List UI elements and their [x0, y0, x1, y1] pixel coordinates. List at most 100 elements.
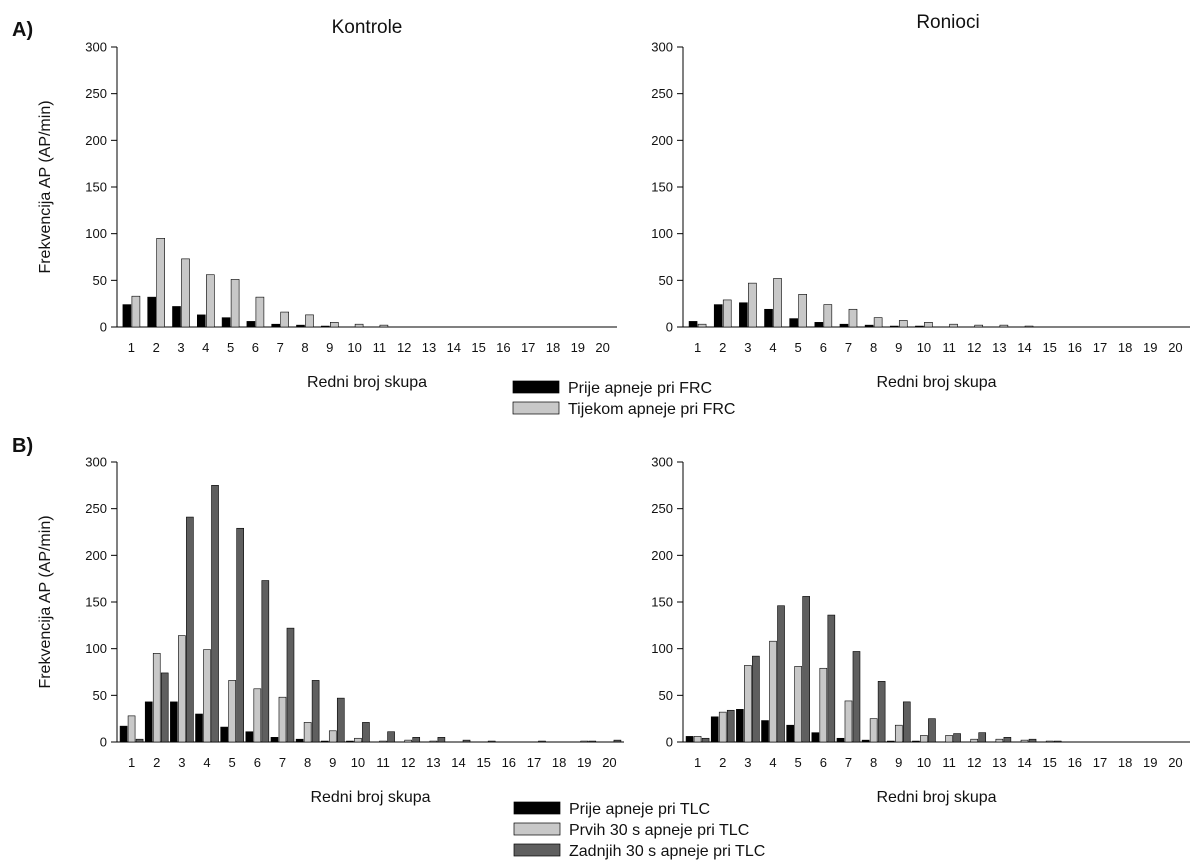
bar [889, 325, 899, 328]
bar [1028, 738, 1037, 743]
bar [789, 318, 798, 328]
x-tick-label: 17 [521, 340, 535, 355]
bar [354, 737, 362, 743]
x-tick-label: 6 [254, 755, 261, 770]
bar [920, 735, 928, 743]
x-tick-label: 16 [1068, 755, 1082, 770]
y-tick-label: 100 [85, 226, 107, 241]
x-tick-label: 16 [502, 755, 516, 770]
bar [429, 740, 438, 743]
bar [462, 739, 471, 743]
bar [181, 258, 190, 328]
x-tick-label: 14 [447, 340, 461, 355]
x-tick-label: 4 [769, 340, 776, 355]
x-tick-label: 19 [1143, 340, 1157, 355]
bar [861, 739, 870, 743]
x-tick-label: 4 [203, 755, 210, 770]
bar [379, 324, 389, 328]
bar [311, 680, 320, 743]
legend-b: Prije apneje pri TLC Prvih 30 s apneje pr… [513, 801, 765, 860]
bar [362, 722, 370, 743]
x-tick-label: 2 [153, 340, 160, 355]
bar [869, 718, 878, 743]
legend-label: Tijekom apneje pri FRC [568, 401, 735, 418]
x-tick-label: 10 [917, 340, 931, 355]
legend-swatch [513, 801, 561, 815]
legend-label: Prije apneje pri FRC [568, 380, 712, 397]
y-tick-label: 250 [651, 86, 673, 101]
x-axis-label: Redni broj skupa [876, 374, 996, 391]
x-tick-label: 19 [571, 340, 585, 355]
bar [119, 725, 128, 743]
bar [823, 304, 833, 328]
bar [928, 718, 936, 743]
y-tick-label: 250 [85, 501, 107, 516]
y-axis-label: Frekvencija AP (AP/min) [37, 100, 54, 273]
y-tick-label: 200 [651, 548, 673, 563]
bar [354, 323, 364, 328]
bar [836, 737, 845, 743]
bar [1020, 739, 1029, 743]
y-tick-label: 200 [85, 548, 107, 563]
x-tick-label: 15 [476, 755, 490, 770]
bar [798, 294, 807, 328]
x-tick-label: 17 [1093, 340, 1107, 355]
x-axis-label: Redni broj skupa [310, 789, 430, 806]
bar [814, 322, 824, 328]
x-tick-label: 11 [942, 755, 956, 770]
y-tick-label: 50 [93, 273, 107, 288]
bar [147, 296, 156, 328]
x-tick-label: 20 [595, 340, 609, 355]
y-tick-label: 0 [100, 735, 107, 750]
x-tick-label: 5 [229, 755, 236, 770]
y-tick-label: 150 [651, 595, 673, 610]
x-tick-label: 16 [1068, 340, 1082, 355]
bar [688, 321, 698, 328]
bar [752, 655, 760, 743]
bar [328, 730, 337, 743]
bar [794, 666, 802, 743]
y-tick-label: 100 [651, 641, 673, 656]
bar [844, 700, 853, 743]
bar [278, 696, 287, 743]
bar [722, 299, 732, 328]
bar [228, 680, 236, 743]
bar [902, 701, 911, 743]
legend-a: Prije apneje pri FRC Tijekom apneje pri F… [512, 380, 735, 418]
x-tick-label: 4 [202, 340, 209, 355]
x-tick-label: 9 [326, 340, 333, 355]
chart-title: Kontrole [332, 17, 403, 38]
bar [245, 731, 254, 743]
bar [320, 325, 330, 328]
bar [122, 304, 132, 328]
chart-title: Ronioci [916, 12, 979, 33]
bar [270, 737, 279, 743]
x-tick-label: 14 [1017, 340, 1031, 355]
x-tick-label: 14 [1017, 755, 1031, 770]
y-tick-label: 100 [651, 226, 673, 241]
x-tick-label: 2 [153, 755, 160, 770]
y-tick-label: 300 [85, 40, 107, 55]
y-tick-label: 200 [651, 133, 673, 148]
bar [819, 667, 828, 743]
y-tick-label: 50 [659, 688, 673, 703]
bar [769, 640, 777, 743]
bar [777, 605, 785, 743]
legend-label: Zadnjih 30 s apneje pri TLC [569, 843, 765, 860]
x-tick-label: 19 [1143, 755, 1157, 770]
x-tick-label: 5 [795, 755, 802, 770]
bar [739, 302, 748, 328]
bar [786, 724, 794, 743]
x-tick-label: 13 [992, 340, 1006, 355]
bar [1003, 737, 1012, 743]
x-tick-label: 19 [577, 755, 591, 770]
bar [999, 324, 1009, 328]
x-tick-label: 16 [496, 340, 510, 355]
x-tick-label: 12 [397, 340, 411, 355]
y-tick-label: 0 [666, 735, 673, 750]
x-tick-label: 9 [895, 755, 902, 770]
x-tick-label: 7 [277, 340, 284, 355]
